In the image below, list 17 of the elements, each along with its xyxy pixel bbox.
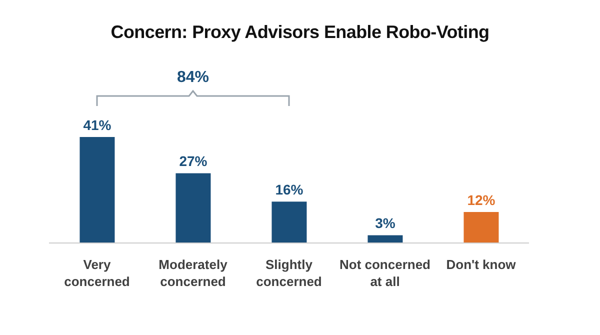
data-label: 16% xyxy=(275,182,304,198)
x-tick-label: Slightly concerned xyxy=(256,257,322,289)
data-label: 12% xyxy=(467,192,496,208)
x-tick-label: Don't know xyxy=(446,257,517,272)
x-tick-label: Not concerned at all xyxy=(339,257,431,289)
x-tick-label: Moderately concerned xyxy=(158,257,228,289)
x-tick-label: Very concerned xyxy=(64,257,130,289)
data-label: 27% xyxy=(179,153,208,170)
bar xyxy=(176,173,211,243)
bar xyxy=(368,235,403,243)
bar xyxy=(464,212,499,243)
chart-title: Concern: Proxy Advisors Enable Robo-Voting xyxy=(110,22,490,43)
bar xyxy=(272,202,307,243)
bar xyxy=(80,137,115,243)
text: 84% xyxy=(176,69,210,86)
data-label: 3% xyxy=(375,215,396,232)
data-label: 41% xyxy=(83,117,112,133)
